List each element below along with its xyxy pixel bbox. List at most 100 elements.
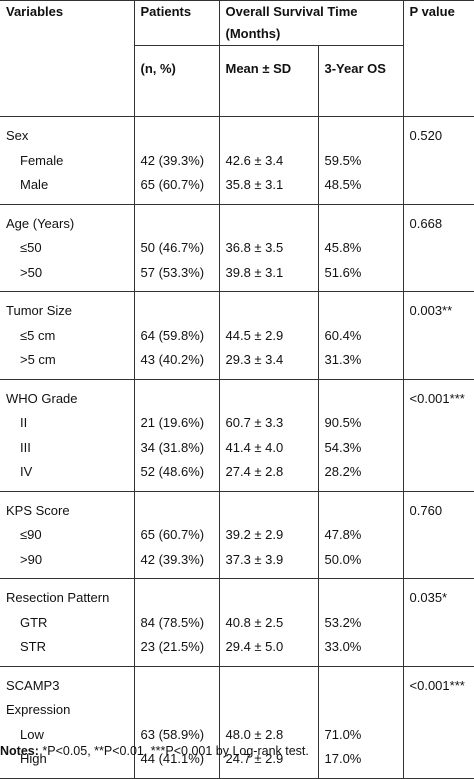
row-label: >5 cm bbox=[20, 352, 56, 367]
table-notes: Notes: *P<0.05, **P<0.01, ***P<0.001 by … bbox=[0, 741, 474, 761]
os-cell: 90.5% 54.3% 28.2% bbox=[317, 378, 404, 492]
patients-value: 65 (60.7%) bbox=[140, 177, 205, 192]
os-cell: 71.0% 17.0% bbox=[317, 665, 404, 779]
patients-cell: 64 (59.8%) 43 (40.2%) bbox=[133, 291, 220, 380]
pvalue-cell: 0.520 bbox=[402, 116, 474, 205]
table-row: Tumor Size ≤5 cm >5 cm 64 (59.8%) 43 (40.2%)… bbox=[0, 291, 474, 380]
mean-value: 39.8 ± 3.1 bbox=[225, 264, 284, 280]
group-name-line2: Expression bbox=[6, 702, 71, 717]
mean-value: 36.8 ± 3.5 bbox=[225, 240, 284, 255]
row-label: High bbox=[20, 751, 47, 766]
p-value: 0.520 bbox=[409, 128, 443, 143]
mean-cell: 39.2 ± 2.9 37.3 ± 3.9 bbox=[218, 490, 319, 579]
os-cell: 60.4% 31.3% bbox=[317, 291, 404, 380]
pvalue-cell: <0.001*** bbox=[402, 665, 474, 779]
os-cell: 45.8% 51.6% bbox=[317, 203, 404, 292]
patients-value: 42 (39.3%) bbox=[140, 152, 205, 168]
row-label: ≤5 cm bbox=[20, 327, 56, 343]
variable-cell: KPS Score ≤90 >90 bbox=[0, 490, 135, 579]
mean-cell: 42.6 ± 3.4 35.8 ± 3.1 bbox=[218, 116, 319, 205]
row-label: III bbox=[20, 439, 31, 455]
patients-cell: 63 (58.9%) 44 (41.1%) bbox=[133, 665, 220, 779]
group-name: WHO Grade bbox=[6, 390, 78, 406]
group-name: Tumor Size bbox=[6, 303, 72, 318]
header-patients-sub: (n, %) bbox=[133, 45, 220, 117]
os-cell: 59.5% 48.5% bbox=[317, 116, 404, 205]
mean-value: 48.0 ± 2.8 bbox=[225, 726, 284, 742]
variable-cell: Sex Female Male bbox=[0, 116, 135, 205]
group-name: Sex bbox=[6, 128, 29, 143]
os-value: 33.0% bbox=[324, 639, 362, 654]
patients-cell: 42 (39.3%) 65 (60.7%) bbox=[133, 116, 220, 205]
mean-value: 42.6 ± 3.4 bbox=[225, 152, 284, 168]
os-value: 50.0% bbox=[324, 551, 362, 567]
mean-value: 39.2 ± 2.9 bbox=[225, 527, 284, 542]
os-value: 47.8% bbox=[324, 527, 362, 542]
patients-value: 84 (78.5%) bbox=[140, 614, 205, 630]
variable-cell: WHO Grade II III IV bbox=[0, 378, 135, 492]
header-pvalue: P value bbox=[402, 0, 474, 117]
patients-cell: 21 (19.6%) 34 (31.8%) 52 (48.6%) bbox=[133, 378, 220, 492]
os-value: 53.2% bbox=[324, 614, 362, 630]
patients-value: 44 (41.1%) bbox=[140, 751, 205, 766]
row-label: Low bbox=[20, 726, 44, 742]
variable-cell: Resection Pattern GTR STR bbox=[0, 578, 135, 667]
patients-cell: 65 (60.7%) 42 (39.3%) bbox=[133, 490, 220, 579]
os-cell: 47.8% 50.0% bbox=[317, 490, 404, 579]
row-label: Male bbox=[20, 177, 49, 192]
pvalue-cell: 0.668 bbox=[402, 203, 474, 292]
patients-cell: 84 (78.5%) 23 (21.5%) bbox=[133, 578, 220, 667]
notes-text: *P<0.05, **P<0.01, ***P<0.001 by Log-ran… bbox=[38, 744, 309, 758]
row-label: ≤50 bbox=[20, 240, 42, 255]
group-name: SCAMP3 bbox=[6, 677, 60, 693]
p-value: <0.001*** bbox=[409, 390, 465, 406]
table-row: SCAMP3 Expression Low High 63 (58.9%) 44 (41.… bbox=[0, 665, 474, 779]
table-body: Sex Female Male 42 (39.3%) 65 (60.7%) 42.6 ± … bbox=[0, 116, 474, 779]
patients-value: 23 (21.5%) bbox=[140, 639, 205, 654]
mean-cell: 36.8 ± 3.5 39.8 ± 3.1 bbox=[218, 203, 319, 292]
os-value: 17.0% bbox=[324, 751, 362, 766]
row-label: ≤90 bbox=[20, 527, 42, 542]
mean-value: 44.5 ± 2.9 bbox=[225, 327, 284, 343]
patients-value: 21 (19.6%) bbox=[140, 415, 205, 430]
pvalue-cell: <0.001*** bbox=[402, 378, 474, 492]
mean-value: 60.7 ± 3.3 bbox=[225, 415, 284, 430]
header-3year-os: 3-Year OS bbox=[317, 45, 404, 117]
table-row: KPS Score ≤90 >90 65 (60.7%) 42 (39.3%) 39.2 … bbox=[0, 490, 474, 579]
row-label: STR bbox=[20, 639, 46, 654]
table-row: Resection Pattern GTR STR 84 (78.5%) 23 (21.… bbox=[0, 578, 474, 667]
os-value: 31.3% bbox=[324, 352, 362, 367]
header-variables: Variables bbox=[0, 0, 135, 117]
mean-cell: 60.7 ± 3.3 41.4 ± 4.0 27.4 ± 2.8 bbox=[218, 378, 319, 492]
patients-cell: 50 (46.7%) 57 (53.3%) bbox=[133, 203, 220, 292]
os-value: 45.8% bbox=[324, 240, 362, 255]
header-mean-sd: Mean ± SD bbox=[218, 45, 319, 117]
p-value: 0.035* bbox=[409, 590, 448, 605]
patients-value: 64 (59.8%) bbox=[140, 327, 205, 343]
table-row: WHO Grade II III IV 21 (19.6%) 34 (31.8%) 52 (… bbox=[0, 378, 474, 492]
p-value: <0.001*** bbox=[409, 677, 465, 693]
os-value: 90.5% bbox=[324, 415, 362, 430]
mean-cell: 40.8 ± 2.5 29.4 ± 5.0 bbox=[218, 578, 319, 667]
mean-value: 29.3 ± 3.4 bbox=[225, 352, 284, 367]
mean-value: 41.4 ± 4.0 bbox=[225, 439, 284, 455]
mean-value: 27.4 ± 2.8 bbox=[225, 464, 284, 479]
p-value: 0.003** bbox=[409, 303, 453, 318]
pvalue-cell: 0.035* bbox=[402, 578, 474, 667]
mean-cell: 44.5 ± 2.9 29.3 ± 3.4 bbox=[218, 291, 319, 380]
patients-value: 34 (31.8%) bbox=[140, 439, 205, 455]
row-label: GTR bbox=[20, 614, 48, 630]
patients-value: 65 (60.7%) bbox=[140, 527, 205, 542]
mean-value: 37.3 ± 3.9 bbox=[225, 551, 284, 567]
p-value: 0.668 bbox=[409, 215, 443, 231]
mean-value: 35.8 ± 3.1 bbox=[225, 177, 284, 192]
os-value: 54.3% bbox=[324, 439, 362, 455]
os-value: 51.6% bbox=[324, 264, 362, 280]
os-value: 60.4% bbox=[324, 327, 362, 343]
mean-value: 40.8 ± 2.5 bbox=[225, 614, 284, 630]
patients-value: 63 (58.9%) bbox=[140, 726, 205, 742]
patients-value: 42 (39.3%) bbox=[140, 551, 205, 567]
header-survival: Overall Survival Time (Months) bbox=[218, 0, 404, 46]
notes-label: Notes: bbox=[0, 744, 39, 758]
